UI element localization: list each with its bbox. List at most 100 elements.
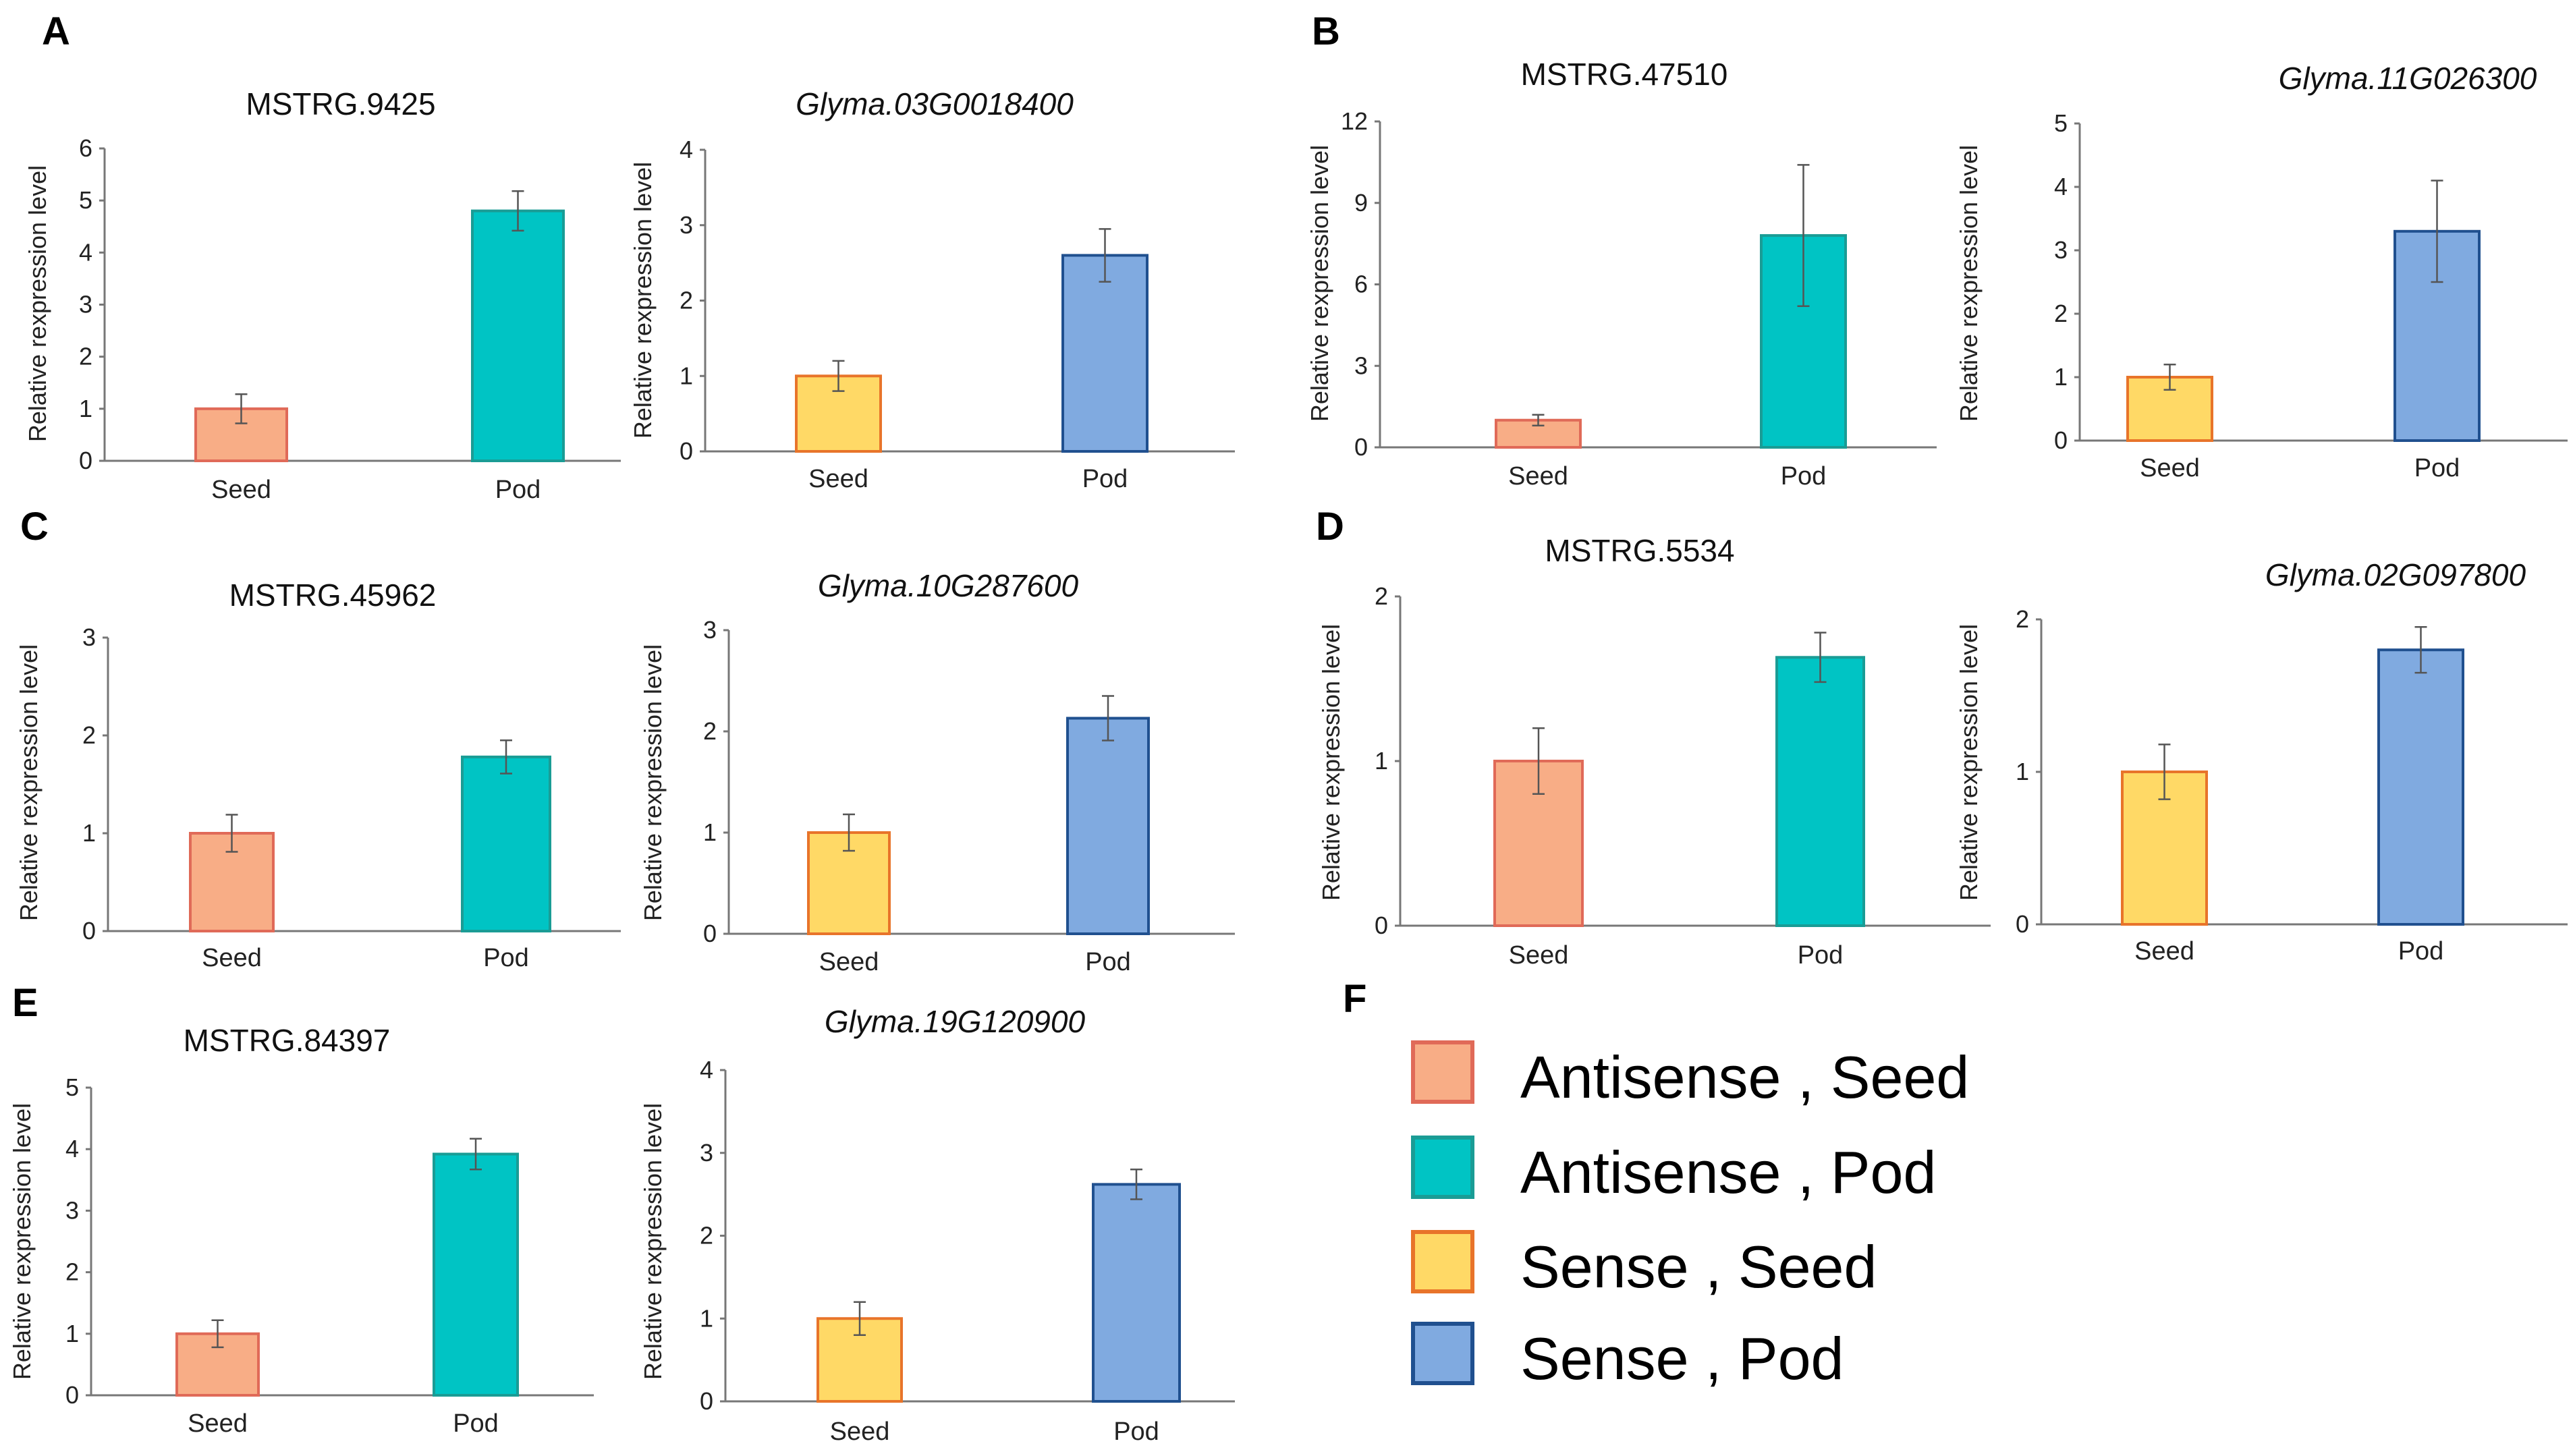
x-category-label: Pod — [453, 1409, 499, 1438]
error-bar — [1814, 632, 1827, 683]
y-tick-label: 0 — [79, 447, 92, 474]
y-tick-label: 0 — [2054, 426, 2068, 454]
y-tick-label: 1 — [1375, 747, 1388, 775]
chart-title: MSTRG.45962 — [229, 578, 437, 613]
chart-mstrg-47510: MSTRG.47510 Relative rexpression level 0 3 6… — [1306, 57, 1937, 491]
error-bar — [2163, 363, 2176, 391]
bar-pod — [1061, 254, 1149, 453]
chart-mstrg-84397: MSTRG.84397 Relative rexpression level 0 1 2… — [8, 1023, 594, 1438]
error-bar — [2158, 744, 2171, 800]
y-tick-label: 3 — [1354, 352, 1368, 379]
y-tick-label: 2 — [79, 343, 92, 370]
y-axis-label: Relative rexpression level — [629, 162, 657, 439]
chart-mstrg-9425: MSTRG.9425 Relative rexpression level 0 1 2 3… — [24, 86, 621, 504]
y-axis-label: Relative rexpression level — [1317, 624, 1345, 901]
y-axis-label: Relative rexpression level — [8, 1103, 36, 1380]
error-bar — [470, 1138, 482, 1171]
y-tick-label: 1 — [2054, 363, 2068, 391]
y-tick-label: 4 — [79, 238, 92, 266]
legend-swatch-antisense-seed — [1411, 1040, 1474, 1104]
y-tick-label: 1 — [79, 395, 92, 422]
x-category-label: Seed — [202, 944, 262, 972]
x-category-label: Seed — [1508, 462, 1568, 491]
x-category-label: Pod — [1781, 462, 1827, 491]
panel-label-d: D — [1316, 505, 1344, 549]
y-tick-label: 0 — [2016, 910, 2029, 938]
y-tick-label: 2 — [82, 721, 96, 749]
y-tick-label: 0 — [1354, 433, 1368, 461]
panel-label-b: B — [1312, 9, 1340, 53]
y-tick-label: 0 — [703, 920, 717, 947]
x-category-label: Pod — [1113, 1418, 1159, 1446]
legend-label-antisense-seed: Antisense , Seed — [1520, 1044, 1969, 1111]
chart-title: Glyma.10G287600 — [818, 568, 1079, 603]
bar-pod — [1066, 717, 1150, 935]
legend-label-sense-seed: Sense , Seed — [1520, 1233, 1877, 1300]
error-bar — [854, 1301, 866, 1337]
error-bar — [2431, 179, 2443, 283]
legend-swatch-sense-seed — [1411, 1230, 1474, 1293]
x-category-label: Seed — [830, 1418, 890, 1446]
bar-pod — [471, 209, 565, 462]
y-tick-label: 12 — [1341, 107, 1368, 135]
y-axis-label: Relative rexpression level — [1306, 145, 1333, 422]
chart-title: Glyma.03G0018400 — [796, 86, 1074, 121]
x-category-label: Seed — [211, 476, 271, 504]
y-tick-label: 1 — [700, 1304, 713, 1332]
y-tick-label: 5 — [2054, 109, 2068, 137]
x-category-label: Seed — [2134, 937, 2194, 965]
error-bar — [1099, 228, 1111, 283]
x-category-label: Pod — [1085, 948, 1131, 976]
error-bar — [1797, 164, 1810, 307]
x-category-label: Pod — [2414, 454, 2460, 482]
error-bar — [2414, 626, 2427, 674]
error-bar — [235, 393, 248, 424]
y-tick-label: 0 — [82, 917, 96, 945]
y-tick-label: 1 — [65, 1320, 79, 1347]
legend-swatch-sense-pod — [1411, 1322, 1474, 1385]
x-category-label: Seed — [188, 1409, 248, 1438]
panel-label-f: F — [1343, 977, 1366, 1021]
chart-glyma-11g026300: Glyma.11G026300 Relative rexpression leve… — [1955, 61, 2568, 482]
x-category-label: Seed — [819, 948, 879, 976]
panel-label-c: C — [20, 505, 49, 549]
panel-label-e: E — [12, 981, 38, 1025]
bar-pod — [1775, 656, 1865, 928]
y-tick-label: 1 — [2016, 758, 2029, 785]
x-category-label: Seed — [808, 465, 868, 493]
bar-pod — [1092, 1183, 1181, 1403]
x-category-label: Pod — [1082, 465, 1128, 493]
y-tick-label: 2 — [680, 287, 693, 314]
y-tick-label: 0 — [700, 1387, 713, 1415]
chart-mstrg-5534: MSTRG.5534 Relative rexpression level 0 1 2 S… — [1317, 533, 1991, 970]
error-bar — [1532, 727, 1545, 795]
error-bar — [211, 1319, 224, 1349]
y-tick-label: 2 — [1375, 582, 1388, 610]
chart-title: MSTRG.84397 — [184, 1023, 391, 1058]
y-tick-label: 4 — [700, 1056, 713, 1084]
y-tick-label: 2 — [703, 717, 717, 745]
y-axis-label: Relative rexpression level — [639, 644, 667, 921]
y-tick-label: 4 — [680, 136, 693, 163]
chart-glyma-02g097800: Glyma.02G097800 Relative rexpression leve… — [1955, 557, 2568, 965]
error-bar — [1130, 1169, 1142, 1200]
y-axis-label: Relative rexpression level — [639, 1103, 667, 1380]
error-bar — [500, 739, 512, 775]
y-tick-label: 3 — [700, 1139, 713, 1167]
chart-glyma-19g120900: Glyma.19G120900 Relative rexpression leve… — [639, 1004, 1235, 1446]
chart-title: Glyma.02G097800 — [2265, 557, 2526, 592]
y-tick-label: 5 — [65, 1073, 79, 1101]
bar-pod — [461, 755, 551, 933]
chart-title: MSTRG.9425 — [246, 86, 435, 121]
chart-title: MSTRG.5534 — [1545, 533, 1734, 568]
error-bar — [225, 814, 238, 853]
chart-glyma-03g0018400: Glyma.03G0018400 Relative rexpression lev… — [629, 86, 1235, 493]
chart-title: Glyma.11G026300 — [2279, 61, 2537, 96]
bar-pod — [2377, 648, 2464, 926]
chart-title: MSTRG.47510 — [1521, 57, 1728, 92]
y-tick-label: 0 — [1375, 912, 1388, 939]
y-tick-label: 0 — [65, 1381, 79, 1409]
y-tick-label: 4 — [2054, 173, 2068, 200]
y-tick-label: 3 — [2054, 236, 2068, 264]
